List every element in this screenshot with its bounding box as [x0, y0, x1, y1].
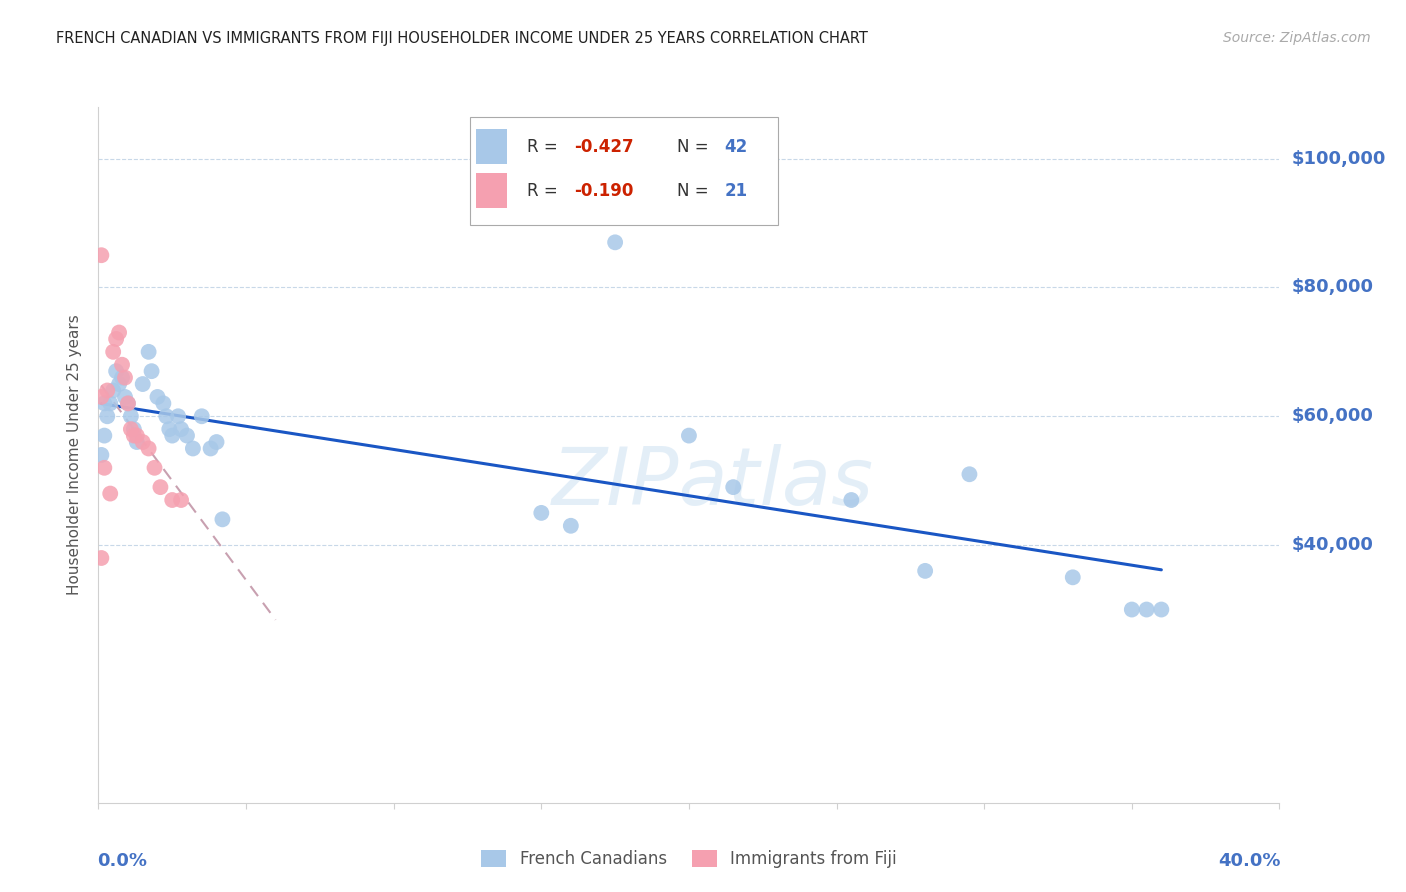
Point — [914, 564, 936, 578]
Point — [90, 448, 112, 462]
Text: N =: N = — [678, 182, 714, 200]
Text: ZIPatlas: ZIPatlas — [551, 443, 873, 522]
Point — [98, 486, 121, 500]
Point — [1135, 602, 1157, 616]
Point — [530, 506, 553, 520]
Point — [191, 409, 214, 424]
Point — [152, 396, 174, 410]
Point — [141, 364, 163, 378]
FancyBboxPatch shape — [477, 129, 508, 164]
Point — [103, 344, 125, 359]
Point — [1121, 602, 1143, 616]
Point — [1150, 602, 1173, 616]
Point — [125, 435, 148, 450]
Text: -0.427: -0.427 — [575, 137, 634, 156]
Point — [839, 493, 862, 508]
Point — [96, 409, 118, 424]
Point — [114, 390, 136, 404]
Point — [90, 551, 112, 566]
Point — [93, 460, 115, 475]
Point — [162, 428, 183, 442]
Point — [122, 422, 145, 436]
Point — [149, 480, 172, 494]
Point — [132, 377, 155, 392]
Point — [105, 364, 128, 378]
Point — [108, 377, 131, 392]
Point — [721, 480, 744, 494]
Point — [108, 326, 131, 340]
Point — [176, 428, 198, 442]
Point — [117, 396, 139, 410]
Point — [200, 442, 222, 456]
Point — [678, 428, 700, 442]
Point — [138, 344, 160, 359]
Text: -0.190: -0.190 — [575, 182, 634, 200]
Text: 0.0%: 0.0% — [97, 852, 148, 870]
Point — [105, 332, 128, 346]
Point — [138, 442, 160, 456]
Text: $80,000: $80,000 — [1291, 278, 1374, 296]
Text: R =: R = — [527, 137, 564, 156]
Text: 40.0%: 40.0% — [1218, 852, 1281, 870]
FancyBboxPatch shape — [477, 173, 508, 208]
Point — [167, 409, 190, 424]
Point — [111, 358, 134, 372]
FancyBboxPatch shape — [471, 118, 778, 226]
Point — [170, 493, 193, 508]
Point — [98, 396, 121, 410]
Point — [96, 384, 118, 398]
Point — [1062, 570, 1084, 584]
Point — [157, 422, 180, 436]
Point — [143, 460, 166, 475]
Text: R =: R = — [527, 182, 564, 200]
Point — [132, 435, 155, 450]
Text: Source: ZipAtlas.com: Source: ZipAtlas.com — [1223, 31, 1371, 45]
Text: 42: 42 — [724, 137, 748, 156]
Text: $100,000: $100,000 — [1291, 150, 1386, 168]
Point — [111, 370, 134, 384]
Point — [170, 422, 193, 436]
Text: $40,000: $40,000 — [1291, 536, 1374, 554]
Point — [117, 396, 139, 410]
Point — [959, 467, 981, 482]
Point — [122, 428, 145, 442]
Point — [605, 235, 627, 250]
Point — [146, 390, 169, 404]
Y-axis label: Householder Income Under 25 years: Householder Income Under 25 years — [67, 315, 83, 595]
Point — [103, 384, 125, 398]
Point — [90, 248, 112, 262]
Point — [90, 390, 112, 404]
Point — [560, 518, 582, 533]
Point — [205, 435, 228, 450]
Point — [211, 512, 233, 526]
Text: $60,000: $60,000 — [1291, 408, 1374, 425]
Point — [120, 409, 142, 424]
Point — [93, 396, 115, 410]
Point — [155, 409, 177, 424]
Point — [125, 428, 148, 442]
Point — [162, 493, 183, 508]
Legend: French Canadians, Immigrants from Fiji: French Canadians, Immigrants from Fiji — [475, 843, 903, 874]
Text: 21: 21 — [724, 182, 748, 200]
Point — [181, 442, 204, 456]
Point — [93, 428, 115, 442]
Text: N =: N = — [678, 137, 714, 156]
Text: FRENCH CANADIAN VS IMMIGRANTS FROM FIJI HOUSEHOLDER INCOME UNDER 25 YEARS CORREL: FRENCH CANADIAN VS IMMIGRANTS FROM FIJI … — [56, 31, 868, 46]
Point — [120, 422, 142, 436]
Point — [114, 370, 136, 384]
